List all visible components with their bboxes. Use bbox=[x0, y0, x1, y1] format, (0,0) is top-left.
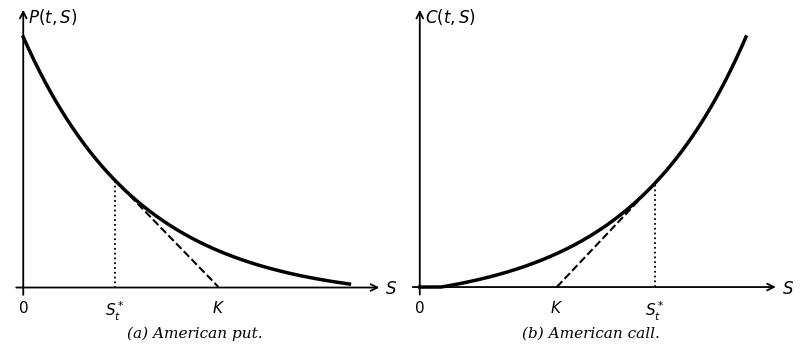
Text: $S_t^*$: $S_t^*$ bbox=[105, 300, 125, 324]
Text: $C(t, S)$: $C(t, S)$ bbox=[425, 7, 475, 27]
Text: $K$: $K$ bbox=[213, 300, 226, 316]
Text: $S_t^*$: $S_t^*$ bbox=[645, 300, 665, 324]
Text: (b) American call.: (b) American call. bbox=[522, 327, 660, 341]
Text: $P(t, S)$: $P(t, S)$ bbox=[28, 7, 78, 27]
Text: $K$: $K$ bbox=[550, 300, 563, 316]
Text: $0$: $0$ bbox=[414, 300, 425, 316]
Text: $S$: $S$ bbox=[386, 280, 398, 298]
Text: (a) American put.: (a) American put. bbox=[126, 327, 262, 342]
Text: $S$: $S$ bbox=[782, 280, 794, 298]
Text: $0$: $0$ bbox=[18, 300, 29, 316]
